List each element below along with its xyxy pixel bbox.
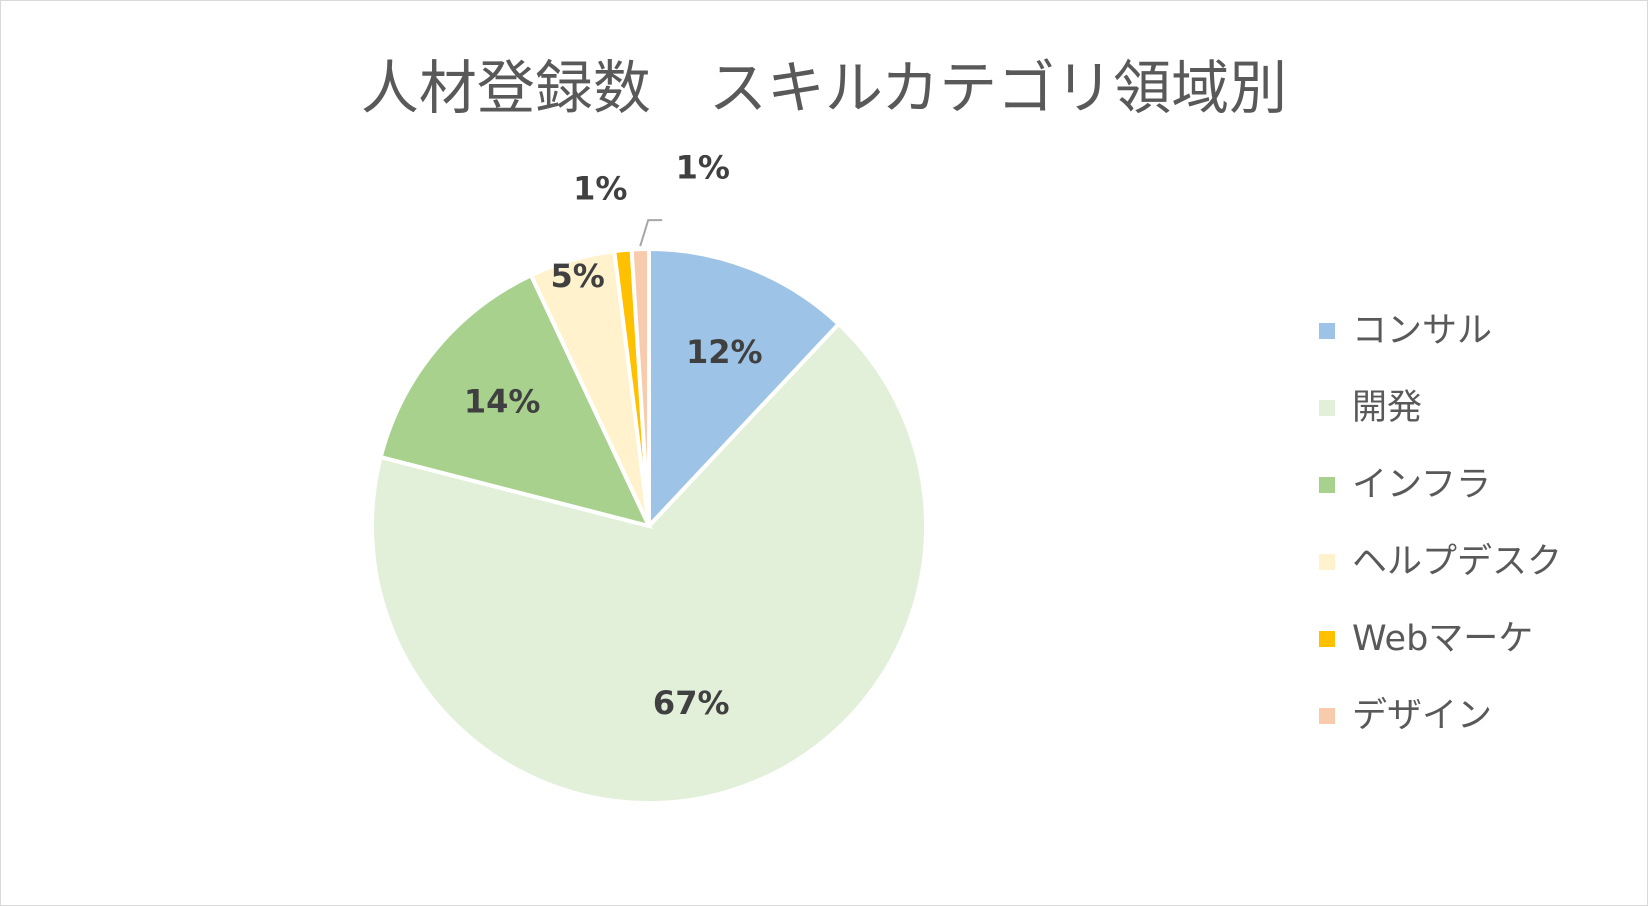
slice-3-infrastructure [378, 272, 653, 529]
legend-label-4: ヘルプデスク [1352, 542, 1562, 582]
legend-label-2: 開発 [1352, 388, 1422, 428]
data-label-4: 5% [550, 257, 604, 295]
leader-lines [639, 219, 663, 247]
slice-2-development [370, 321, 928, 805]
legend-swatch-6 [1319, 708, 1335, 724]
pie-slices [370, 246, 928, 805]
data-label-2: 67% [653, 684, 730, 722]
legend-label-3: インフラ [1352, 465, 1491, 505]
leader-line-6 [639, 219, 663, 247]
data-label-3: 14% [464, 382, 541, 420]
chart-title: 人材登録数 スキルカテゴリ領域別 [361, 54, 1287, 122]
data-label-1: 12% [686, 333, 763, 371]
legend-swatch-5 [1319, 631, 1335, 647]
legend-swatch-1 [1319, 323, 1335, 339]
legend-swatch-2 [1319, 400, 1335, 416]
legend-label-5: Webマーケ [1352, 619, 1533, 659]
legend-label-6: デザイン [1352, 696, 1492, 736]
data-label-5: 1% [573, 170, 627, 208]
data-labels: 12% 67% 14% 5% 1% 1% [464, 148, 763, 722]
slice-6-design [629, 246, 651, 527]
legend-label-1: コンサル [1352, 311, 1492, 351]
legend-swatch-3 [1319, 477, 1335, 493]
legend-swatch-4 [1319, 554, 1335, 570]
slice-1-consulting [647, 246, 842, 532]
data-label-6: 1% [676, 148, 730, 186]
